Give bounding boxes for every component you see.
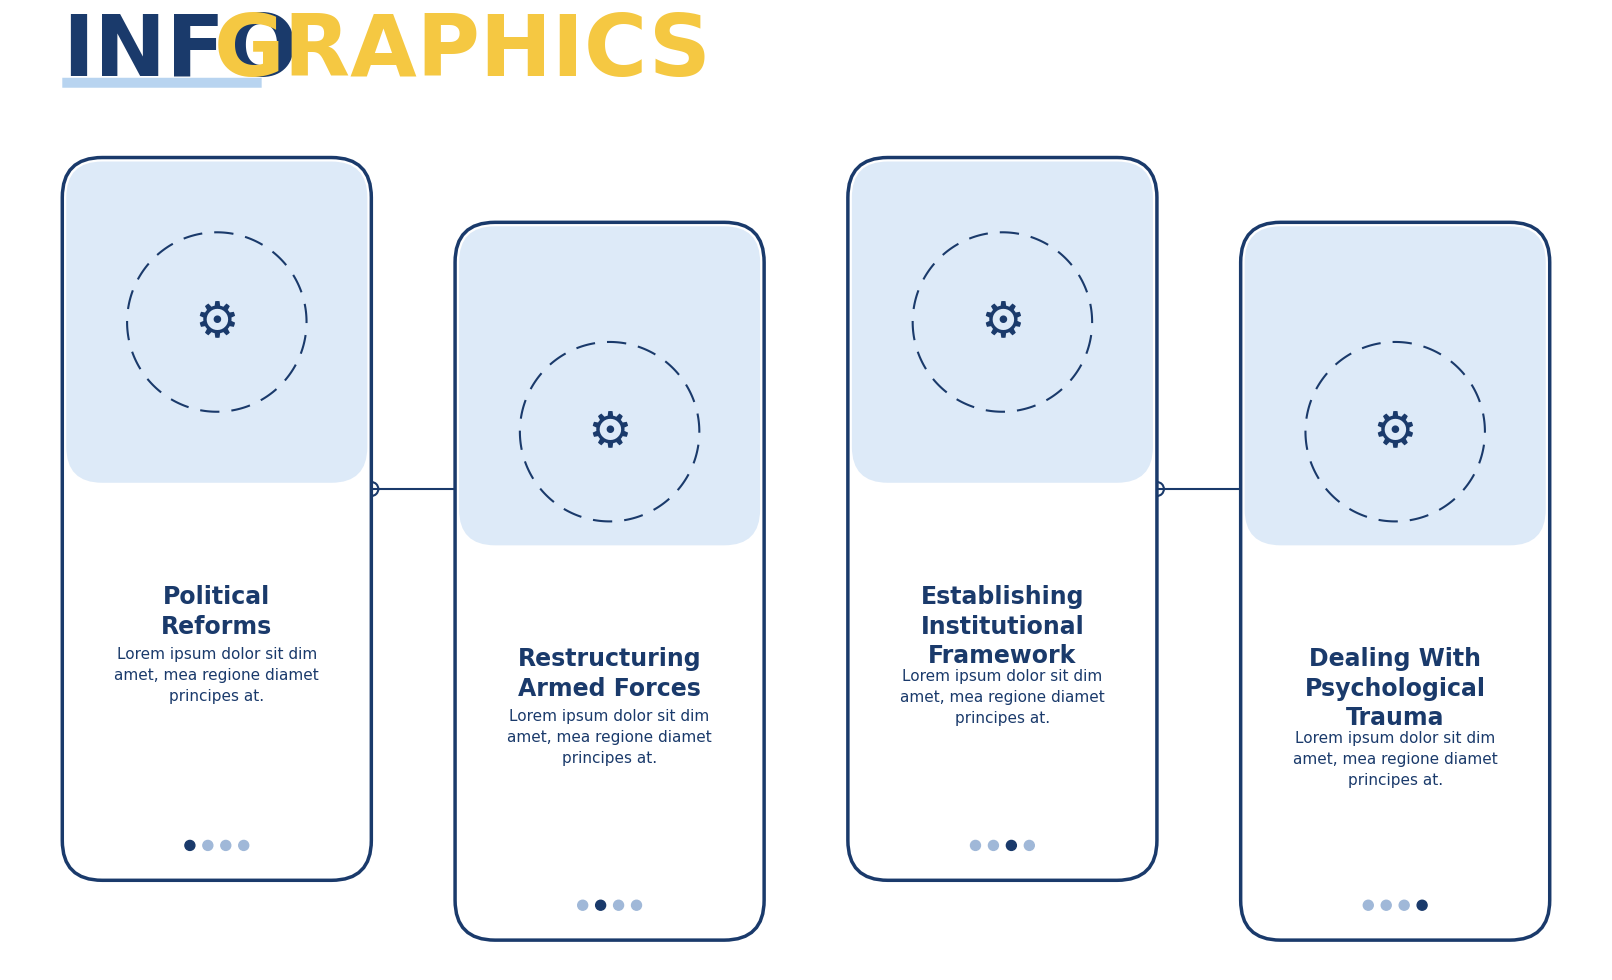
Circle shape <box>185 841 195 851</box>
FancyBboxPatch shape <box>1241 222 1549 940</box>
Text: Dealing With
Psychological
Trauma: Dealing With Psychological Trauma <box>1304 647 1486 730</box>
Circle shape <box>1024 841 1035 851</box>
Circle shape <box>1381 901 1391 910</box>
Text: Lorem ipsum dolor sit dim
amet, mea regione diamet
principes at.: Lorem ipsum dolor sit dim amet, mea regi… <box>899 668 1104 726</box>
Circle shape <box>1417 901 1427 910</box>
FancyBboxPatch shape <box>455 222 764 940</box>
Circle shape <box>1364 901 1373 910</box>
Circle shape <box>239 841 248 851</box>
FancyBboxPatch shape <box>63 77 261 88</box>
Text: ⚙: ⚙ <box>980 298 1025 346</box>
Circle shape <box>577 901 588 910</box>
Text: ⚙: ⚙ <box>195 298 239 346</box>
Circle shape <box>970 841 980 851</box>
Circle shape <box>550 371 669 492</box>
Text: Restructuring
Armed Forces: Restructuring Armed Forces <box>517 647 701 701</box>
Text: Establishing
Institutional
Framework: Establishing Institutional Framework <box>920 585 1085 668</box>
Text: GRAPHICS: GRAPHICS <box>214 12 711 94</box>
Circle shape <box>632 901 642 910</box>
Circle shape <box>221 841 231 851</box>
Circle shape <box>203 841 213 851</box>
Text: Lorem ipsum dolor sit dim
amet, mea regione diamet
principes at.: Lorem ipsum dolor sit dim amet, mea regi… <box>508 709 713 765</box>
Circle shape <box>943 263 1062 382</box>
FancyBboxPatch shape <box>851 162 1153 483</box>
Circle shape <box>156 263 277 382</box>
Circle shape <box>1399 901 1409 910</box>
Text: ⚙: ⚙ <box>587 408 632 456</box>
Circle shape <box>1335 371 1456 492</box>
Text: INFO: INFO <box>63 12 298 94</box>
Text: Lorem ipsum dolor sit dim
amet, mea regione diamet
principes at.: Lorem ipsum dolor sit dim amet, mea regi… <box>1293 731 1498 788</box>
Text: ⚙: ⚙ <box>1373 408 1417 456</box>
Text: Political
Reforms: Political Reforms <box>161 585 272 639</box>
Circle shape <box>1006 841 1016 851</box>
FancyBboxPatch shape <box>66 162 368 483</box>
Circle shape <box>614 901 624 910</box>
Text: Lorem ipsum dolor sit dim
amet, mea regione diamet
principes at.: Lorem ipsum dolor sit dim amet, mea regi… <box>114 647 319 704</box>
FancyBboxPatch shape <box>459 226 761 545</box>
FancyBboxPatch shape <box>63 158 371 880</box>
FancyBboxPatch shape <box>848 158 1157 880</box>
Circle shape <box>596 901 606 910</box>
FancyBboxPatch shape <box>1244 226 1546 545</box>
Circle shape <box>988 841 998 851</box>
